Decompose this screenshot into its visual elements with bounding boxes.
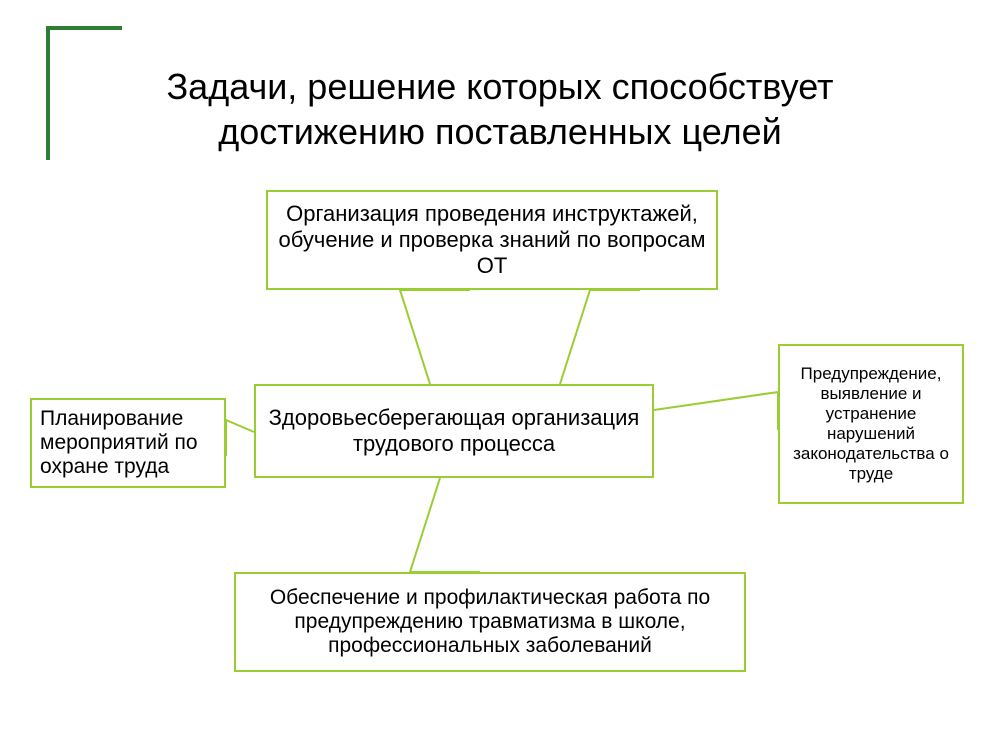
connector-left (226, 420, 254, 456)
box-right: Предупреждение, выявление и устранение н… (778, 344, 964, 504)
connector-bottom (410, 478, 480, 572)
box-left-text: Планирование мероприятий по охране труда (40, 407, 216, 479)
box-bottom: Обеспечение и профилактическая работа по… (234, 572, 746, 672)
connector-right (654, 392, 778, 430)
diagram-canvas: Задачи, решение которых способствует дос… (0, 0, 1008, 756)
box-center-text: Здоровьесберегающая организация трудовог… (264, 405, 644, 457)
box-top-text: Организация проведения инструктажей, обу… (276, 201, 708, 279)
connector-top (400, 290, 470, 384)
box-top: Организация проведения инструктажей, обу… (266, 190, 718, 290)
slide-title: Задачи, решение которых способствует дос… (60, 64, 940, 154)
box-left: Планирование мероприятий по охране труда (30, 398, 226, 488)
box-center: Здоровьесберегающая организация трудовог… (254, 384, 654, 478)
box-bottom-text: Обеспечение и профилактическая работа по… (244, 586, 736, 658)
box-right-text: Предупреждение, выявление и устранение н… (788, 364, 954, 484)
connector-top_right (560, 290, 640, 384)
